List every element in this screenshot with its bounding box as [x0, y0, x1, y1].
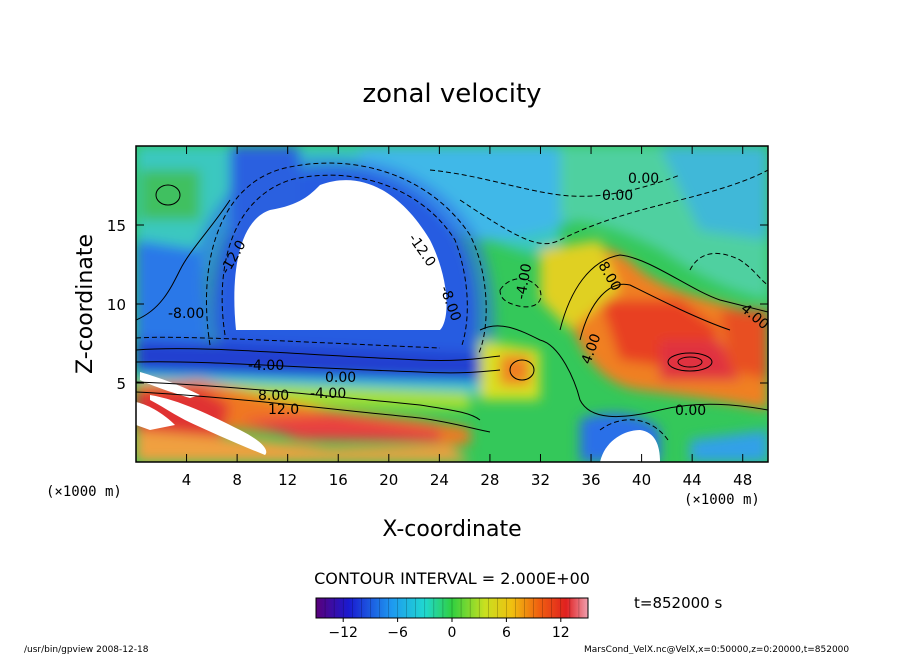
y-tick-label: 10: [107, 296, 126, 314]
x-tick-label: 4: [182, 471, 192, 489]
chart-title: zonal velocity: [362, 79, 541, 109]
contour-label: -4.00: [248, 358, 284, 374]
plot-area: 0.00 -12.0 -12.0 -8.00 -4.00 -8.00 -4.00…: [136, 146, 768, 462]
y-axis: 5 10 15: [107, 217, 768, 393]
x-tick-label: 12: [278, 471, 297, 489]
x-tick-label: 24: [430, 471, 449, 489]
x-tick-label: 36: [581, 471, 600, 489]
contour-label: -4.00: [310, 386, 346, 402]
contour-interval: CONTOUR INTERVAL = 2.000E+00: [314, 569, 590, 588]
contour-label: 0.00: [325, 370, 356, 386]
colorbar-tick-label: −12: [328, 625, 358, 641]
footer-left: /usr/bin/gpview 2008-12-18: [24, 645, 149, 654]
contour-label: 12.0: [268, 402, 299, 418]
contour-label: 0.00: [628, 171, 659, 187]
contour-label: 0.00: [675, 403, 706, 419]
x-tick-label: 48: [733, 471, 752, 489]
colorbar-ticks: −12 −6 0 6 12: [328, 618, 570, 641]
contour-label: 0.00: [602, 188, 633, 204]
contour-label: -4.00: [513, 262, 535, 300]
x-tick-label: 16: [329, 471, 348, 489]
x-tick-label: 20: [379, 471, 398, 489]
time-label: t=852000 s: [634, 594, 722, 612]
y-axis-unit: (×1000 m): [46, 484, 122, 500]
x-tick-label: 40: [632, 471, 651, 489]
x-tick-label: 44: [683, 471, 702, 489]
x-axis: 4 8 12 16 20 24 28 32 36 40 44 48: [182, 146, 752, 489]
colorbar-tick-label: −6: [387, 625, 408, 641]
colorbar-tick-label: 12: [552, 625, 570, 641]
colorbar-tick-label: 0: [448, 625, 457, 641]
contour-label: 8.00: [258, 388, 289, 404]
x-tick-label: 8: [232, 471, 242, 489]
y-tick-label: 15: [107, 217, 126, 235]
colorbar-dividers: [324, 598, 580, 618]
x-axis-title: X-coordinate: [382, 517, 521, 542]
footer-right: MarsCond_VelX.nc@VelX,x=0:50000,z=0:2000…: [584, 645, 849, 654]
colorbar-tick-label: 6: [502, 625, 511, 641]
contour-label: -8.00: [168, 306, 204, 322]
x-tick-label: 32: [531, 471, 550, 489]
x-axis-unit: (×1000 m): [684, 492, 760, 508]
y-tick-label: 5: [116, 375, 126, 393]
y-axis-title: Z-coordinate: [73, 234, 98, 374]
x-tick-label: 28: [480, 471, 499, 489]
